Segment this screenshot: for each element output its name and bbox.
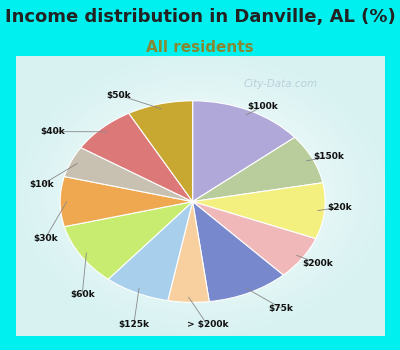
Text: $75k: $75k [268,303,293,313]
Text: $40k: $40k [40,127,65,136]
Text: $60k: $60k [70,289,94,299]
Wedge shape [168,202,209,302]
Text: Income distribution in Danville, AL (%): Income distribution in Danville, AL (%) [5,8,395,26]
Text: > $200k: > $200k [187,320,228,329]
Wedge shape [193,202,283,302]
Wedge shape [108,202,193,301]
Text: $30k: $30k [33,233,58,243]
Wedge shape [129,101,193,202]
Wedge shape [64,202,193,279]
Text: City-Data.com: City-Data.com [244,79,318,89]
Wedge shape [64,148,193,202]
Wedge shape [193,101,295,202]
Text: $100k: $100k [247,102,278,111]
Text: $20k: $20k [328,203,352,212]
Text: $50k: $50k [107,91,131,100]
Text: All residents: All residents [146,40,254,55]
Wedge shape [193,202,316,275]
Wedge shape [193,137,323,202]
Text: $125k: $125k [118,320,149,329]
Text: $200k: $200k [302,259,333,268]
Wedge shape [60,176,193,227]
Wedge shape [81,113,193,202]
Text: $150k: $150k [313,152,344,161]
Text: $10k: $10k [30,180,54,189]
Wedge shape [193,183,325,239]
